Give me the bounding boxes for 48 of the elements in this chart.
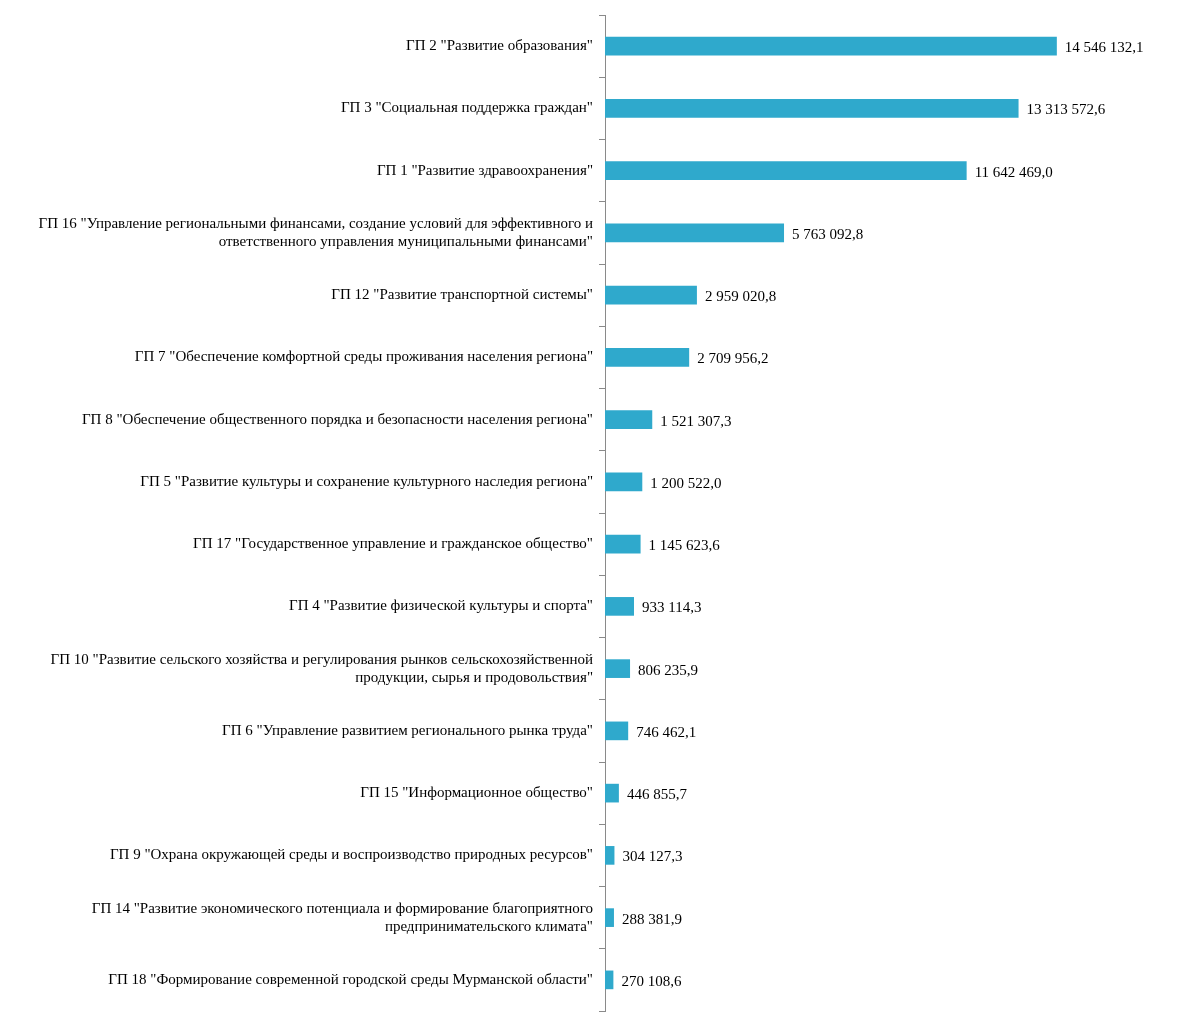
data-label: 933 114,3 — [641, 599, 702, 616]
y-tick-label: ГП 9 "Охрана окружающей среды и воспроизводство природных ресурсов" — [109, 846, 593, 863]
y-tick-label: ГП 2 "Развитие образования" — [406, 37, 593, 54]
bar — [605, 534, 641, 554]
data-label: 11 642 469,0 — [974, 163, 1053, 180]
bar — [605, 99, 1019, 118]
data-label: 288 381,9 — [621, 910, 682, 927]
y-tick-label: ГП 5 "Развитие культуры и сохранение культурного наследия региона" — [140, 472, 593, 489]
bar — [605, 472, 643, 492]
data-label: 1 145 623,6 — [648, 537, 721, 554]
y-tick-label: ГП 1 "Развитие здравоохранения" — [376, 161, 593, 178]
data-label: 446 855,7 — [626, 786, 688, 803]
data-label: 2 709 956,2 — [697, 350, 769, 367]
data-label: 14 546 132,1 — [1064, 39, 1144, 56]
data-label: 1 521 307,3 — [660, 412, 732, 429]
data-label: 2 959 020,8 — [704, 288, 777, 305]
bar — [605, 908, 614, 927]
y-tick-label: ГП 16 "Управление региональными финансами, создание условий для эффективного и ответственного управления муниципальными финансами" — [38, 214, 593, 249]
bar — [605, 659, 631, 678]
bar — [605, 285, 697, 305]
y-tick-label: ГП 6 "Управление развитием регионального рынка труда" — [222, 721, 593, 738]
y-tick-label: ГП 17 "Государственное управление и гражданское общество" — [193, 535, 593, 552]
y-tick-label: ГП 10 "Развитие сельского хозяйства и регулирования рынков сельскохозяйственной продукции, сырья и продовольствия" — [50, 650, 593, 685]
y-tick-label: ГП 8 "Обеспечение общественного порядка и безопасности населения региона" — [81, 410, 593, 427]
data-label: 806 235,9 — [638, 661, 699, 678]
bar — [605, 161, 967, 180]
data-label: 13 313 572,6 — [1026, 101, 1106, 118]
bar — [605, 846, 615, 865]
bar — [605, 410, 653, 429]
bar — [605, 597, 634, 616]
y-tick-label: ГП 4 "Развитие физической культуры и спорта" — [288, 597, 593, 614]
bar — [605, 348, 690, 367]
y-tick-label: ГП 15 "Информационное общество" — [360, 784, 593, 801]
y-tick-label: ГП 12 "Развитие транспортной системы" — [331, 286, 593, 303]
y-tick-label: ГП 14 "Развитие экономического потенциала и формирование благоприятного предпринимательского климата" — [91, 899, 593, 934]
y-tick-label: ГП 3 "Социальная поддержка граждан" — [340, 99, 593, 116]
bar — [605, 970, 614, 990]
bar — [605, 783, 619, 803]
data-label: 746 462,1 — [636, 723, 697, 740]
data-label: 5 763 092,8 — [792, 225, 864, 242]
data-label: 1 200 522,0 — [650, 474, 722, 491]
y-tick-label: ГП 18 "Формирование современной городской среды Мурманской области" — [108, 970, 593, 987]
bar — [605, 36, 1057, 56]
y-tick-label: ГП 7 "Обеспечение комфортной среды проживания населения региона" — [134, 348, 593, 365]
bar — [605, 223, 785, 243]
data-label: 304 127,3 — [622, 848, 683, 865]
bar — [605, 721, 629, 741]
data-label: 270 108,6 — [621, 972, 682, 989]
